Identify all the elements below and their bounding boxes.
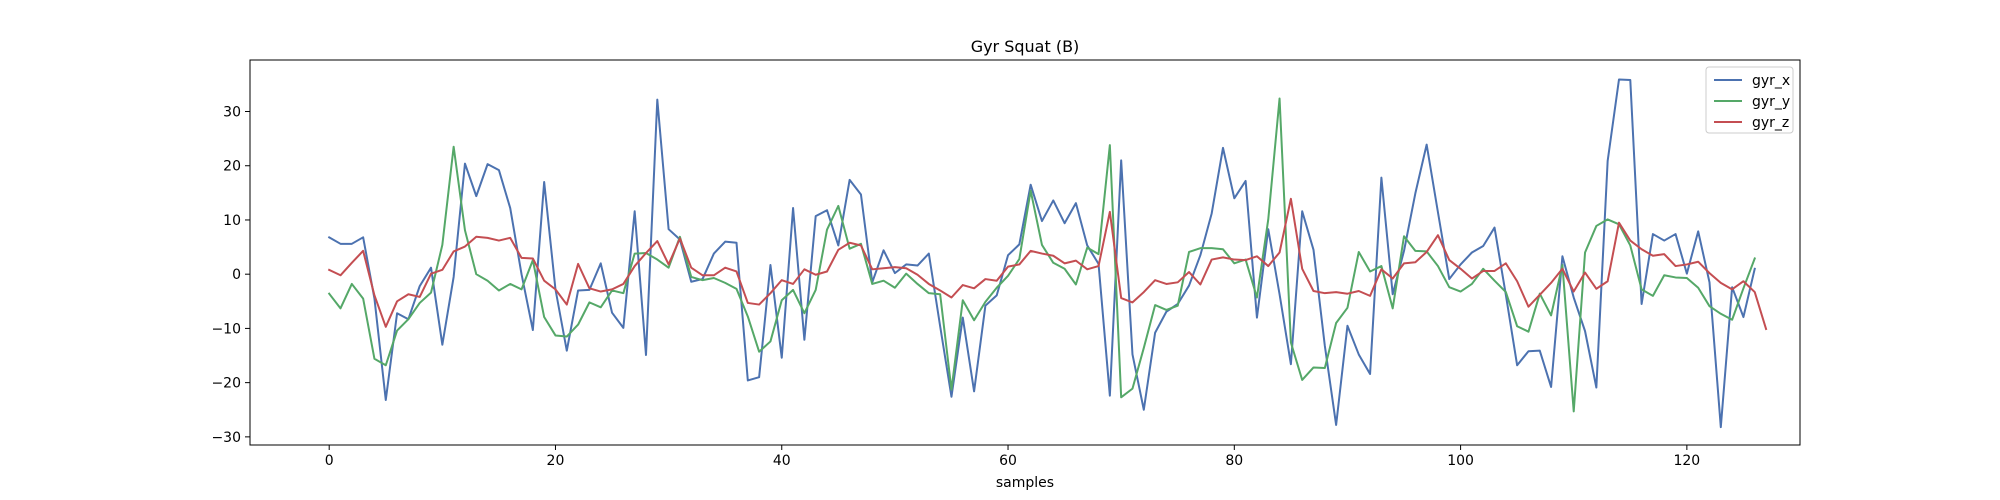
legend-entry-gyr-z: gyr_z [1714, 115, 1789, 131]
legend-label: gyr_z [1752, 115, 1789, 131]
x-tick-label: 20 [547, 453, 565, 469]
x-tick-label: 40 [773, 453, 791, 469]
x-tick-label: 0 [325, 453, 334, 469]
series-line-gyr-x [327, 78, 1756, 429]
legend: gyr_x gyr_y gyr_z [1705, 66, 1794, 134]
y-tick-label: 0 [232, 267, 241, 283]
x-tick-label: 100 [1447, 453, 1474, 469]
x-tick-label: 80 [1225, 453, 1243, 469]
y-axis: −30 −20 −10 0 10 20 30 [211, 105, 250, 446]
y-tick-label: −20 [211, 376, 241, 392]
series-line-gyr-z [327, 197, 1768, 331]
series-layer [327, 78, 1768, 429]
y-tick-label: −30 [211, 430, 241, 446]
x-axis-label: samples [996, 475, 1054, 491]
legend-label: gyr_y [1752, 94, 1790, 110]
x-tick-label: 120 [1673, 453, 1700, 469]
x-axis: 0 20 40 60 80 100 120 [325, 445, 1700, 469]
legend-label: gyr_x [1752, 73, 1790, 89]
y-tick-label: 20 [223, 159, 241, 175]
legend-entry-gyr-y: gyr_y [1714, 94, 1790, 110]
plot-frame [249, 59, 1801, 446]
plot-area [249, 59, 1801, 446]
y-tick-label: −10 [211, 321, 241, 337]
legend-box [1705, 66, 1794, 134]
legend-entry-gyr-x: gyr_x [1714, 73, 1790, 89]
chart-title: Gyr Squat (B) [971, 37, 1080, 56]
x-tick-label: 60 [999, 453, 1017, 469]
y-tick-label: 30 [223, 105, 241, 121]
legend-entries: gyr_x gyr_y gyr_z [1714, 73, 1790, 131]
series-line-gyr-y [327, 97, 1757, 413]
y-tick-label: 10 [223, 213, 241, 229]
